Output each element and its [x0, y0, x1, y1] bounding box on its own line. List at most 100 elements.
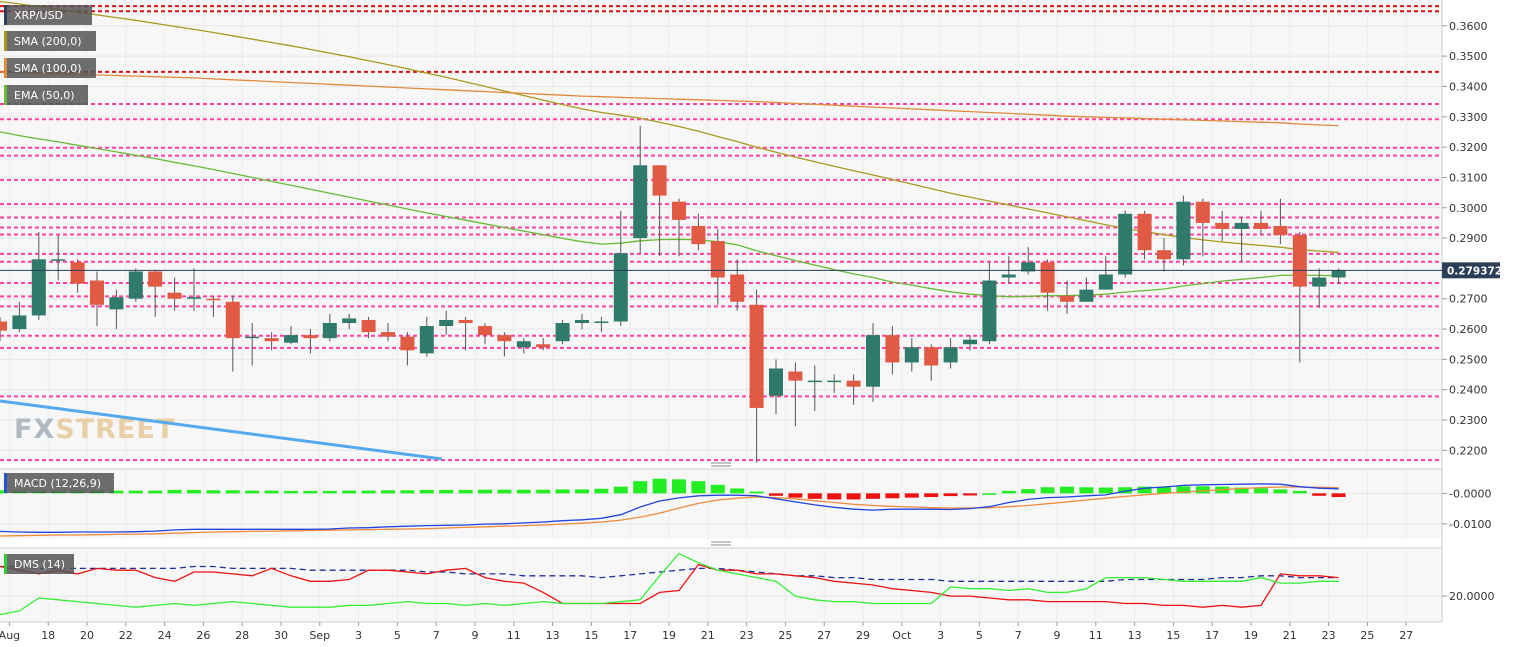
- dms-pane: [0, 548, 1442, 622]
- candle[interactable]: [400, 332, 415, 366]
- candle-body: [167, 292, 182, 299]
- candle[interactable]: [769, 359, 783, 414]
- candle-body: [1040, 262, 1055, 293]
- candle[interactable]: [322, 313, 337, 342]
- candle[interactable]: [885, 326, 900, 375]
- candle[interactable]: [148, 269, 163, 317]
- candle[interactable]: [342, 313, 357, 330]
- legend-ema50[interactable]: EMA (50,0): [4, 85, 88, 105]
- candle[interactable]: [264, 332, 279, 351]
- candle[interactable]: [1331, 268, 1346, 284]
- candle[interactable]: [846, 374, 861, 405]
- candle-body: [672, 201, 686, 220]
- candle[interactable]: [555, 319, 570, 345]
- macd-histogram-bar: [594, 488, 609, 494]
- dms-splitter-handle[interactable]: [711, 541, 731, 546]
- candle[interactable]: [1254, 210, 1268, 236]
- candle[interactable]: [439, 310, 454, 336]
- macd-histogram-bar: [807, 493, 822, 499]
- candle[interactable]: [963, 335, 977, 351]
- candle[interactable]: [516, 338, 531, 354]
- current-price-tag: 0.279372: [1442, 262, 1502, 279]
- legend-macd[interactable]: MACD (12,26,9): [4, 473, 114, 493]
- macd-splitter-handle[interactable]: [711, 462, 731, 467]
- macd-histogram-bar: [1273, 489, 1288, 494]
- candle[interactable]: [0, 316, 7, 342]
- candle[interactable]: [303, 329, 318, 354]
- candle[interactable]: [827, 374, 842, 393]
- candle[interactable]: [206, 295, 221, 317]
- candle[interactable]: [1234, 216, 1249, 263]
- candle[interactable]: [924, 344, 939, 381]
- candle-body: [31, 259, 46, 316]
- candle[interactable]: [788, 362, 803, 427]
- candle[interactable]: [284, 326, 298, 345]
- candle[interactable]: [12, 301, 27, 333]
- macd-histogram-bar: [128, 490, 143, 494]
- candle[interactable]: [749, 289, 764, 463]
- candle[interactable]: [943, 338, 958, 369]
- candle[interactable]: [1060, 280, 1074, 314]
- candle[interactable]: [31, 232, 46, 320]
- candle[interactable]: [691, 213, 706, 251]
- sma100-line: [0, 71, 1339, 127]
- candle[interactable]: [730, 259, 745, 311]
- candle[interactable]: [1292, 232, 1307, 363]
- candle[interactable]: [536, 338, 551, 351]
- candle[interactable]: [497, 332, 512, 357]
- candle[interactable]: [633, 125, 648, 254]
- candle[interactable]: [361, 316, 376, 339]
- candle[interactable]: [167, 277, 182, 311]
- candle[interactable]: [652, 165, 667, 257]
- candle[interactable]: [807, 365, 822, 411]
- candle[interactable]: [478, 323, 492, 345]
- candle-body: [1273, 225, 1288, 236]
- candle[interactable]: [710, 228, 725, 305]
- macd-histogram-bar: [497, 489, 512, 494]
- macd-histogram-bar: [1079, 487, 1094, 494]
- candle[interactable]: [245, 323, 260, 366]
- candle-body: [846, 380, 861, 387]
- candle[interactable]: [419, 316, 434, 357]
- candle[interactable]: [381, 323, 395, 342]
- candle[interactable]: [1195, 198, 1210, 257]
- candle[interactable]: [672, 198, 686, 257]
- legend-dms[interactable]: DMS (14): [4, 554, 74, 574]
- legend-sma200[interactable]: SMA (200,0): [4, 31, 96, 51]
- candle[interactable]: [458, 316, 473, 351]
- candle[interactable]: [1079, 277, 1094, 302]
- time-tick-label: 19: [662, 629, 676, 642]
- candle[interactable]: [225, 295, 240, 372]
- price-tick-label: 0.3000: [1449, 202, 1488, 215]
- candle-body: [1215, 222, 1230, 229]
- time-tick-label: 23: [1322, 629, 1336, 642]
- candle[interactable]: [1118, 210, 1133, 278]
- candle[interactable]: [51, 235, 66, 281]
- candle-body: [439, 319, 454, 327]
- candle[interactable]: [1137, 210, 1152, 260]
- candle[interactable]: [866, 323, 880, 402]
- candle[interactable]: [1098, 256, 1113, 290]
- candle[interactable]: [1215, 210, 1230, 242]
- legend-sma100[interactable]: SMA (100,0): [4, 58, 96, 78]
- legend-symbol[interactable]: XRP/USD: [4, 5, 92, 25]
- candle[interactable]: [982, 262, 997, 345]
- macd-tick-label: -0.0100: [1449, 518, 1491, 531]
- candle[interactable]: [1157, 238, 1171, 272]
- candle[interactable]: [594, 316, 609, 333]
- candle[interactable]: [1176, 195, 1191, 266]
- macd-histogram-bar: [788, 493, 803, 498]
- candle[interactable]: [904, 338, 919, 372]
- candle[interactable]: [187, 268, 201, 311]
- candle[interactable]: [109, 289, 124, 330]
- candle[interactable]: [90, 271, 104, 327]
- trend-line[interactable]: [0, 399, 443, 461]
- candle[interactable]: [70, 259, 85, 293]
- candle[interactable]: [1312, 268, 1327, 308]
- candle[interactable]: [575, 313, 589, 330]
- macd-histogram-bar: [342, 490, 357, 494]
- candle-body: [575, 319, 589, 324]
- candle[interactable]: [1273, 198, 1288, 245]
- candle[interactable]: [128, 268, 143, 302]
- time-tick-label: 23: [740, 629, 754, 642]
